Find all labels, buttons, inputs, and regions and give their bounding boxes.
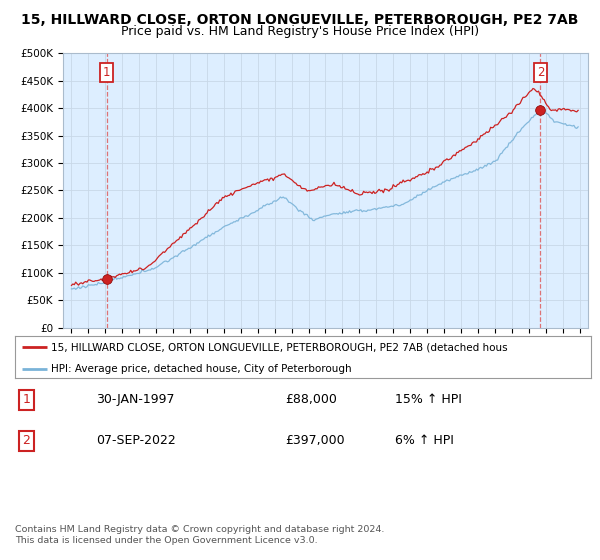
Text: 30-JAN-1997: 30-JAN-1997: [95, 393, 174, 407]
Text: 1: 1: [103, 66, 110, 79]
Text: £397,000: £397,000: [286, 434, 346, 447]
Text: 15, HILLWARD CLOSE, ORTON LONGUEVILLE, PETERBOROUGH, PE2 7AB (detached hous: 15, HILLWARD CLOSE, ORTON LONGUEVILLE, P…: [51, 342, 508, 352]
Text: 1: 1: [23, 393, 31, 407]
Text: 15, HILLWARD CLOSE, ORTON LONGUEVILLE, PETERBOROUGH, PE2 7AB: 15, HILLWARD CLOSE, ORTON LONGUEVILLE, P…: [22, 13, 578, 27]
Text: Contains HM Land Registry data © Crown copyright and database right 2024.
This d: Contains HM Land Registry data © Crown c…: [15, 525, 385, 545]
Text: 2: 2: [536, 66, 544, 79]
Text: Price paid vs. HM Land Registry's House Price Index (HPI): Price paid vs. HM Land Registry's House …: [121, 25, 479, 38]
Text: 2: 2: [23, 434, 31, 447]
Text: 6% ↑ HPI: 6% ↑ HPI: [395, 434, 454, 447]
Text: £88,000: £88,000: [286, 393, 338, 407]
Text: 07-SEP-2022: 07-SEP-2022: [95, 434, 175, 447]
Text: HPI: Average price, detached house, City of Peterborough: HPI: Average price, detached house, City…: [51, 364, 352, 374]
Text: 15% ↑ HPI: 15% ↑ HPI: [395, 393, 462, 407]
